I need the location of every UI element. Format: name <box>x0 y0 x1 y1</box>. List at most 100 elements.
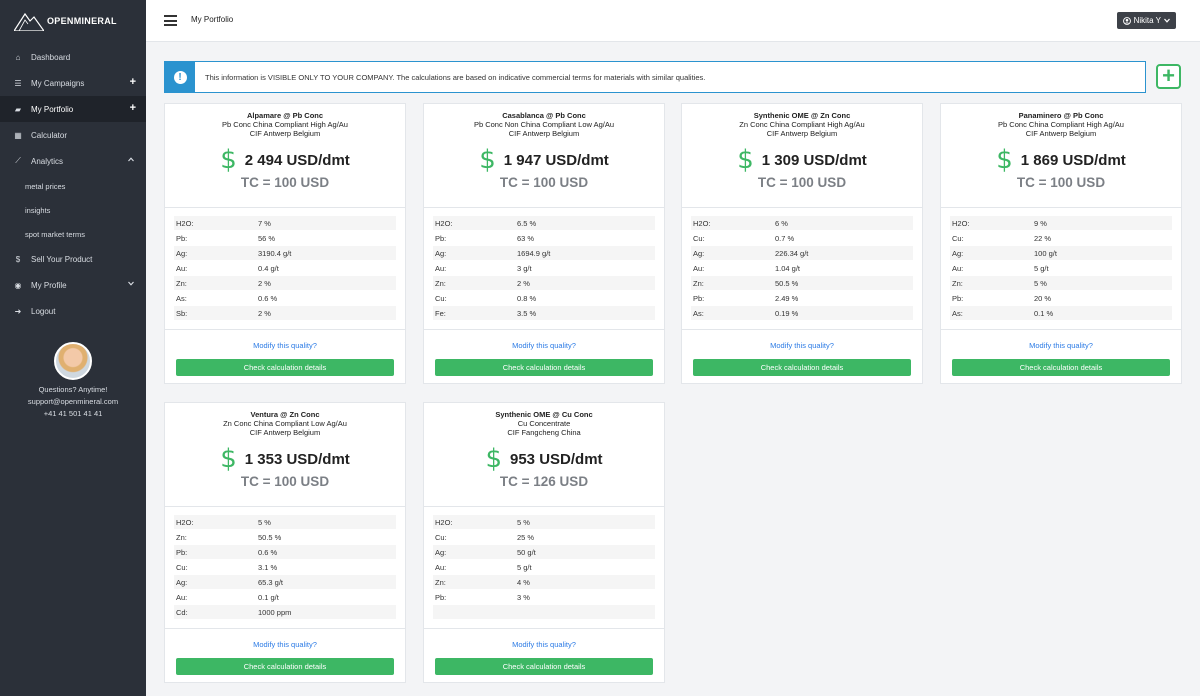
quality-row: Cu: 0.8 % <box>433 291 655 306</box>
check-calculation-button[interactable]: Check calculation details <box>176 359 394 376</box>
dollar-icon: $ <box>15 254 21 264</box>
sidebar-item-my-profile[interactable]: ◉ My Profile <box>0 272 146 298</box>
modify-quality-link[interactable]: Modify this quality? <box>512 341 576 350</box>
quality-row: Zn: 2 % <box>174 276 396 291</box>
exclamation-icon: ! <box>173 70 187 84</box>
quality-row: H2O: 5 % <box>433 515 655 530</box>
info-text: This information is VISIBLE ONLY TO YOUR… <box>205 72 706 82</box>
check-calculation-button[interactable]: Check calculation details <box>952 359 1170 376</box>
element-name: Ag: <box>693 248 705 258</box>
sidebar-subitem-metal-prices[interactable]: metal prices <box>25 181 66 191</box>
card-header: Ventura @ Zn Conc Zn Conc China Compliant… <box>165 403 405 489</box>
price-row: $2 494 USD/dmt <box>165 147 405 173</box>
element-name: Zn: <box>435 577 446 587</box>
element-value: 0.1 g/t <box>258 592 279 602</box>
sidebar-item-calculator[interactable]: ▦ Calculator <box>0 122 146 148</box>
sidebar-nav: ⌂ Dashboard ☰ My Campaigns + ▰ My Portfolio + ▦ C… <box>0 44 146 324</box>
element-value: 3.1 % <box>258 562 278 572</box>
element-value: 5 % <box>517 517 530 527</box>
element-name: H2O: <box>435 218 453 228</box>
card-header: Synthenic OME @ Cu Conc Cu Concentrate CIF… <box>424 403 664 489</box>
element-name: H2O: <box>435 517 453 527</box>
modify-quality-link[interactable]: Modify this quality? <box>1029 341 1093 350</box>
element-name: Ag: <box>176 248 188 258</box>
element-value: 0.6 % <box>258 547 278 557</box>
sidebar-item-my-portfolio[interactable]: ▰ My Portfolio + <box>0 96 146 122</box>
element-value: 4 % <box>517 577 530 587</box>
card-incoterm: CIF Antwerp Belgium <box>766 129 838 138</box>
element-value: 6.5 % <box>517 218 537 228</box>
quality-table: H2O: 6.5 % Pb: 63 % Ag: 1694.9 g/t Au: 3 g/t Zn:… <box>433 216 655 321</box>
element-value: 2 % <box>258 278 271 288</box>
card-title: Casablanca @ Pb Conc <box>502 111 586 120</box>
card-incoterm: CIF Fangcheng China <box>507 428 581 437</box>
list-icon: ☰ <box>14 78 22 88</box>
check-calculation-button[interactable]: Check calculation details <box>693 359 911 376</box>
sidebar-item-label: Analytics <box>31 156 64 166</box>
sidebar-subitem-spot-market-terms[interactable]: spot market terms <box>25 229 86 239</box>
card-tc: TC = 100 USD <box>1016 175 1106 190</box>
briefcase-icon: ▰ <box>14 104 22 114</box>
card-tc: TC = 100 USD <box>240 175 330 190</box>
card-tc: TC = 100 USD <box>240 474 330 489</box>
card-product: Zn Conc China Compliant High Ag/Au <box>739 120 865 129</box>
element-value: 2 % <box>517 278 530 288</box>
element-value: 3.5 % <box>517 308 537 318</box>
element-value: 50.5 % <box>775 278 799 288</box>
quality-card: Casablanca @ Pb Conc Pb Conc Non China Co… <box>423 103 665 384</box>
modify-quality-link[interactable]: Modify this quality? <box>253 341 317 350</box>
check-calculation-button[interactable]: Check calculation details <box>435 658 653 675</box>
quality-row: Zn: 50.5 % <box>691 276 913 291</box>
dollar-icon: $ <box>220 444 237 474</box>
sidebar-item-sell-your-product[interactable]: $ Sell Your Product <box>0 246 146 272</box>
check-calculation-button[interactable]: Check calculation details <box>176 658 394 675</box>
element-name: As: <box>952 308 963 318</box>
check-calculation-button[interactable]: Check calculation details <box>435 359 653 376</box>
sidebar-item-dashboard[interactable]: ⌂ Dashboard <box>0 44 146 70</box>
modify-quality-link[interactable]: Modify this quality? <box>770 341 834 350</box>
dollar-icon: $ <box>479 145 496 175</box>
element-name: Pb: <box>435 233 447 243</box>
quality-row: Ag: 3190.4 g/t <box>174 246 396 261</box>
element-name: Cu: <box>176 562 188 572</box>
user-icon <box>1122 16 1131 25</box>
sidebar-item-my-campaigns[interactable]: ☰ My Campaigns + <box>0 70 146 96</box>
card-title: Alpamare @ Pb Conc <box>246 111 324 120</box>
sidebar-subitem-insights[interactable]: insights <box>25 205 51 215</box>
divider <box>941 207 1181 208</box>
mountain-logo-icon <box>14 12 44 31</box>
user-menu-button[interactable]: Nikita Y <box>1116 12 1176 29</box>
element-value: 9 % <box>1034 218 1047 228</box>
card-header: Synthenic OME @ Zn Conc Zn Conc China Com… <box>682 104 922 190</box>
price-row: $1 869 USD/dmt <box>941 147 1181 173</box>
element-value: 56 % <box>258 233 276 243</box>
sidebar-item-analytics[interactable]: ⟋ Analytics <box>0 148 146 174</box>
sidebar-item-logout[interactable]: ➜ Logout <box>0 298 146 324</box>
add-quality-button[interactable]: + <box>1156 64 1181 89</box>
element-name: Pb: <box>176 547 188 557</box>
sidebar: OPENMINERAL ⌂ Dashboard ☰ My Campaigns + ▰ My … <box>0 0 146 696</box>
top-bar: My Portfolio Nikita Y <box>146 0 1200 42</box>
user-circle-icon: ◉ <box>14 280 22 290</box>
modify-quality-link[interactable]: Modify this quality? <box>253 640 317 649</box>
card-product: Pb Conc China Compliant High Ag/Au <box>222 120 348 129</box>
plus-icon[interactable]: + <box>129 102 136 114</box>
quality-card: Synthenic OME @ Zn Conc Zn Conc China Com… <box>681 103 923 384</box>
card-incoterm: CIF Antwerp Belgium <box>249 428 321 437</box>
element-value: 0.8 % <box>517 293 537 303</box>
quality-row: Pb: 2.49 % <box>691 291 913 306</box>
modify-quality-link[interactable]: Modify this quality? <box>512 640 576 649</box>
support-phone[interactable]: +41 41 501 41 41 <box>43 409 103 418</box>
element-value: 7 % <box>258 218 271 228</box>
divider <box>682 207 922 208</box>
element-value: 3 % <box>517 592 530 602</box>
quality-row: Cu: 3.1 % <box>174 560 396 575</box>
element-name: Pb: <box>435 592 447 602</box>
support-avatar <box>54 342 92 380</box>
plus-icon[interactable]: + <box>129 76 136 88</box>
support-email[interactable]: support@openmineral.com <box>27 397 119 406</box>
info-icon-box: ! <box>165 62 195 92</box>
openmineral-logo[interactable]: OPENMINERAL <box>14 10 134 32</box>
quality-card: Ventura @ Zn Conc Zn Conc China Compliant… <box>164 402 406 683</box>
menu-toggle-icon[interactable] <box>164 15 177 26</box>
